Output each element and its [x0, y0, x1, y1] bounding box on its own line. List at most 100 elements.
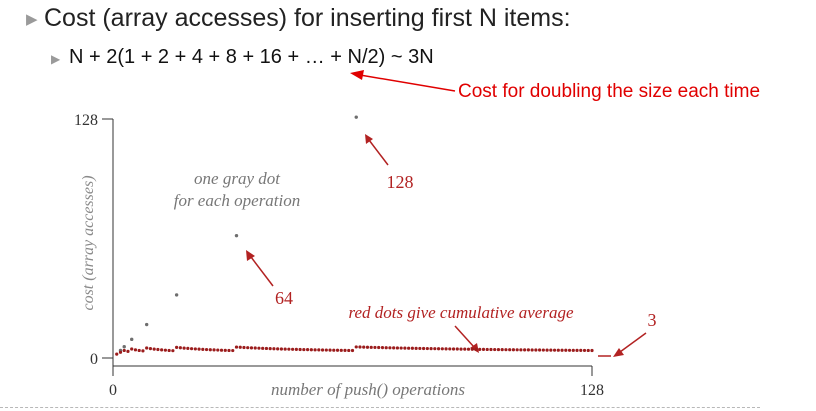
spike-label-128: 128: [387, 172, 414, 192]
red-dot-43: [272, 347, 276, 351]
red-dot-122: [567, 348, 572, 352]
red-dot-2: [118, 350, 123, 354]
y-tick-label-zero: 0: [90, 351, 98, 368]
red-dot-74: [388, 346, 392, 350]
average-arrow: [454, 325, 475, 348]
average-value-arrowhead-icon: [613, 348, 624, 357]
gray-dot-series: [118, 115, 358, 353]
red-dot-96: [470, 347, 474, 351]
red-dot-55: [317, 348, 321, 352]
callout-arrow-line: [359, 74, 456, 92]
spike-arrowhead-128-icon: [365, 134, 373, 144]
red-dot-68: [365, 345, 370, 349]
bullet-arrow-icon: ▶: [26, 10, 38, 28]
red-dot-19: [182, 346, 186, 350]
red-dot-27: [212, 348, 216, 352]
red-dot-9: [145, 346, 149, 350]
red-dot-100: [485, 347, 489, 352]
red-dot-38: [253, 346, 257, 350]
red-dot-12: [156, 347, 160, 352]
red-dot-80: [410, 346, 414, 350]
red-dot-125: [579, 348, 583, 352]
red-dot-92: [455, 347, 459, 351]
red-dot-45: [279, 347, 283, 351]
gray-dot-5: [234, 233, 239, 238]
red-dot-78: [403, 346, 407, 350]
red-dot-86: [433, 347, 437, 351]
red-dot-99: [481, 347, 486, 351]
gray-dot-6: [354, 115, 358, 119]
red-dot-16: [171, 349, 175, 353]
red-dot-14: [163, 348, 167, 352]
red-dot-39: [257, 346, 261, 350]
red-dot-105: [504, 348, 508, 352]
red-dot-59: [332, 348, 336, 352]
red-dot-75: [392, 346, 396, 350]
slide-divider: [0, 407, 760, 408]
red-dot-107: [511, 348, 516, 352]
red-dot-5: [130, 347, 134, 351]
formula-text: N + 2(1 + 2 + 4 + 8 + 16 + … + N/2) ~ 3N: [69, 46, 434, 68]
x-tick-label-zero: 0: [109, 382, 117, 399]
red-dot-73: [384, 346, 388, 350]
average-value-label: 3: [648, 310, 657, 330]
red-dot-111: [526, 348, 530, 352]
red-dot-24: [201, 347, 205, 351]
red-dot-109: [519, 348, 523, 352]
red-dot-34: [238, 345, 242, 349]
red-dot-21: [189, 347, 194, 351]
red-dot-102: [493, 347, 497, 352]
red-dot-71: [377, 345, 381, 350]
red-dot-83: [422, 346, 426, 351]
red-dot-13: [160, 348, 164, 352]
red-dot-3: [122, 348, 126, 353]
red-dot-66: [358, 345, 362, 349]
red-dot-53: [309, 348, 313, 352]
red-dot-79: [407, 346, 411, 350]
red-dot-114: [538, 348, 542, 352]
gray-dot-4: [174, 293, 179, 297]
spike-label-64: 64: [275, 288, 293, 308]
red-dot-98: [478, 347, 482, 351]
red-dot-91: [451, 347, 456, 351]
red-dot-37: [249, 346, 254, 350]
red-dot-40: [261, 346, 265, 350]
red-dot-121: [564, 348, 568, 352]
red-dot-35: [242, 345, 246, 350]
red-dot-63: [347, 348, 351, 353]
red-dot-46: [283, 347, 287, 351]
red-dot-110: [523, 348, 527, 352]
red-dot-87: [436, 347, 441, 351]
red-dot-113: [534, 348, 538, 352]
red-dot-90: [448, 347, 452, 351]
spike-arrowhead-64-icon: [246, 250, 255, 261]
red-dot-51: [302, 347, 306, 352]
red-dot-41: [264, 346, 269, 351]
red-dot-101: [489, 347, 493, 352]
red-dot-115: [541, 348, 545, 352]
red-dot-series: [115, 345, 594, 356]
red-dot-57: [324, 348, 328, 352]
red-dot-81: [414, 346, 418, 350]
red-dot-84: [425, 346, 429, 351]
red-dot-26: [208, 348, 212, 352]
red-dot-44: [276, 347, 280, 351]
red-dot-82: [418, 346, 422, 351]
red-dot-32: [231, 348, 235, 353]
average-value-arrow: [619, 332, 647, 353]
red-dot-52: [305, 348, 310, 352]
red-dot-70: [373, 345, 377, 350]
red-dot-48: [291, 347, 295, 351]
spike-arrow-128: [368, 139, 389, 166]
gray-dot-note-line1: one gray dot: [194, 169, 281, 188]
red-dot-108: [515, 348, 519, 352]
red-dot-42: [268, 346, 272, 351]
red-dot-67: [362, 345, 366, 349]
red-dot-33: [234, 345, 239, 349]
x-axis-label: number of push() operations: [271, 380, 465, 399]
red-dot-10: [148, 346, 153, 351]
red-dot-95: [466, 347, 471, 351]
gray-dot-3: [144, 322, 149, 327]
red-dot-118: [552, 348, 557, 352]
